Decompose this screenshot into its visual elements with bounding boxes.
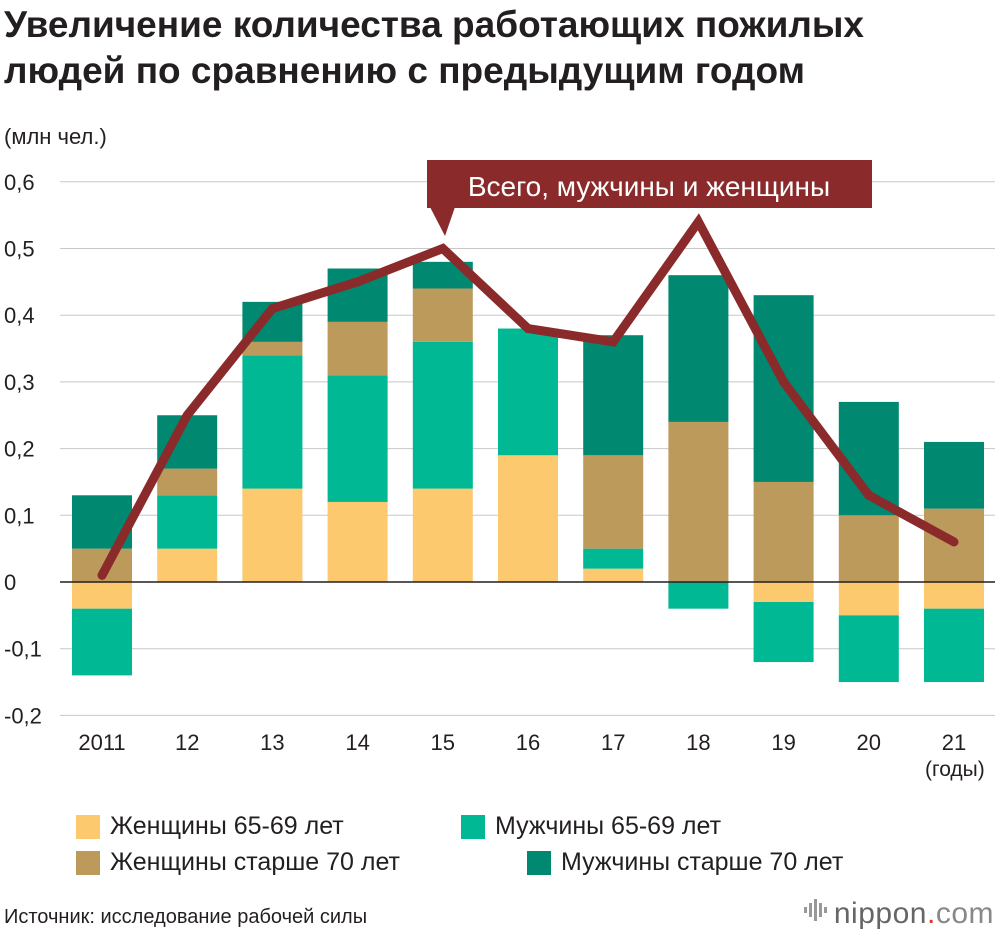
bar-segment [327,375,388,502]
y-tick-label: 0 [4,570,16,595]
x-tick-label: 21 [942,730,966,755]
line-callout-pointer [430,207,455,236]
bar-segment [583,455,644,549]
bar-segment [924,608,984,683]
legend-swatch-women-70-plus [76,850,100,875]
bar-segment [668,421,729,582]
total-line-point [953,540,955,543]
x-tick-label: 19 [771,730,795,755]
bar-segment [753,582,814,603]
bar-segment [498,455,558,582]
y-tick-label: -0,1 [4,637,42,662]
x-tick-label: 20 [857,730,881,755]
x-tick-label: 14 [345,730,369,755]
nippon-logo: nippon. com [802,897,994,931]
bar-segment [668,275,729,422]
bar-segment [753,602,814,663]
bar-segment [72,608,132,676]
total-line-point [612,340,615,343]
source-note: Источник: исследование рабочей силы [4,906,368,928]
chart-area: -0,2 -0,1 0 0,1 0,2 0,3 0,4 0,5 0,6 2011 12 13 14 15 1… [4,160,995,755]
bar-segment [583,568,644,582]
bar-segment [838,515,899,582]
y-tick-label: 0,4 [4,303,35,328]
legend-item-men-70-plus: Мужчины старше 70 лет [527,848,843,877]
chart-title-line-2: людей по сравнению с предыдущим годом [4,50,805,91]
total-line-point [867,494,870,497]
chart-title: Увеличение количества работающих пожилых… [4,2,994,94]
bar-segment [583,335,644,456]
y-tick-label: 0,5 [4,237,35,262]
bar-segment [157,495,218,549]
bar-segment [838,582,899,616]
bar-segment [242,488,303,582]
y-tick-label: -0,2 [4,703,42,728]
bar-segment [583,548,644,569]
bar-segment [412,488,473,582]
y-axis-unit-label: (млн чел.) [4,124,107,149]
x-axis-unit-label: (годы) [925,758,985,781]
chart-title-line-1: Увеличение количества работающих пожилых [4,4,864,45]
x-tick-label: 16 [516,730,540,755]
legend-label-men-70-plus: Мужчины старше 70 лет [561,848,844,876]
nippon-logo-suffix: com [935,897,994,930]
x-tick-label: 13 [260,730,284,755]
legend-item-women-70-plus: Женщины старше 70 лет [76,848,400,877]
line-callout-label: Всего, мужчины и женщины [468,171,830,202]
bar-segment [924,582,984,609]
nippon-logo-name: nippon [833,897,927,930]
legend-label-women-70-plus: Женщины старше 70 лет [110,848,400,876]
x-tick-label: 17 [601,730,625,755]
x-tick-label: 2011 [78,730,125,755]
total-line-point [697,220,700,223]
bar-segment [924,441,984,509]
line-callout-box [427,160,872,208]
total-line-point [101,574,103,577]
total-line-point [527,327,529,330]
bar-segment [838,615,899,683]
legend-swatch-men-65-69 [461,814,485,839]
bar-segment [157,468,218,496]
nippon-logo-dot: . [926,897,936,930]
legend-label-women-65-69: Женщины 65-69 лет [110,812,344,840]
total-line-point [782,380,785,383]
y-tick-label: 0,2 [4,437,35,462]
legend-item-women-65-69: Женщины 65-69 лет [76,812,344,841]
bar-segment [412,341,473,489]
legend-swatch-men-70-plus [527,850,551,875]
y-tick-label: 0,1 [4,503,35,528]
legend-label-men-65-69: Мужчины 65-69 лет [495,812,722,840]
total-line-point [271,307,274,310]
legend-swatch-women-65-69 [76,814,100,839]
x-tick-label: 15 [431,730,455,755]
bar-segment [327,501,388,582]
legend-item-men-65-69: Мужчины 65-69 лет [461,812,721,841]
bar-segment [753,481,814,582]
total-line-point [441,247,444,250]
bar-segment [412,288,473,342]
total-line-point [186,414,189,417]
bar-segment [327,321,388,376]
y-tick-label: 0,6 [4,170,35,195]
bar-segment [668,582,729,609]
x-tick-label: 12 [175,730,199,755]
bar-segment [157,548,218,582]
bar-segment [242,355,303,489]
bar-segment [72,582,132,609]
bar-segment [242,341,303,356]
nippon-logo-icon [802,897,828,931]
total-line-point [356,280,359,283]
bar-segment [498,328,558,456]
x-tick-label: 18 [686,730,710,755]
y-tick-label: 0,3 [4,370,35,395]
